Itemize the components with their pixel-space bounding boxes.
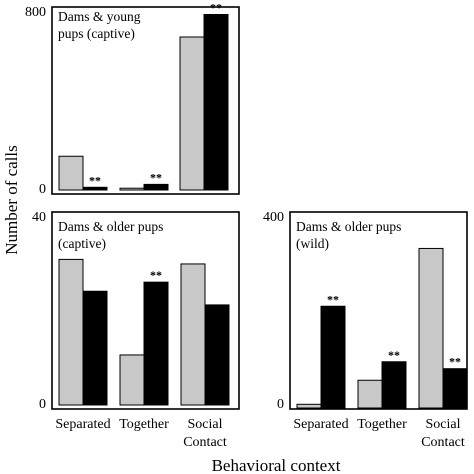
bar-black — [381, 361, 407, 409]
category-label: Separated — [293, 417, 348, 432]
x-axis-label: Behavioral context — [212, 456, 341, 474]
panel-title-line: Dams & young — [58, 9, 141, 24]
y-tick-label: 400 — [263, 210, 284, 225]
category-label: Contact — [183, 435, 227, 450]
panel-frame — [289, 211, 468, 410]
panel-frame — [51, 211, 240, 410]
y-tick-label: 0 — [277, 397, 284, 412]
y-tick-label: 800 — [25, 5, 46, 20]
significance-marker: ** — [210, 1, 222, 15]
bar-black — [203, 14, 229, 191]
bar-gray — [180, 263, 206, 406]
significance-marker: ** — [388, 348, 400, 362]
panel-3: Dams & older pups (wild) 400 0 ** Separated **… — [263, 210, 468, 450]
bar-black — [442, 368, 468, 409]
panel-frame — [51, 6, 240, 195]
category-label: Separated — [55, 417, 110, 432]
panel-title-line: Dams & older pups — [58, 219, 163, 234]
panel-title-line: (wild) — [296, 236, 329, 251]
significance-marker: ** — [89, 173, 101, 187]
y-axis-label: Number of calls — [2, 145, 21, 255]
bar-gray — [119, 187, 145, 191]
bar-black — [143, 281, 169, 406]
bar-black — [143, 183, 169, 191]
bar-gray — [357, 379, 383, 409]
significance-marker: ** — [150, 268, 162, 282]
y-tick-label: 0 — [39, 182, 46, 197]
panel-2: Dams & older pups (captive) 40 0 Separated **… — [32, 210, 240, 450]
category-label: Contact — [421, 435, 465, 450]
bar-gray — [119, 354, 145, 406]
category-label: Social — [426, 417, 461, 432]
y-tick-label: 0 — [39, 397, 46, 412]
significance-marker: ** — [150, 170, 162, 184]
bar-gray — [296, 403, 322, 409]
bar-gray — [58, 155, 84, 191]
panel-title-line: (captive) — [58, 236, 106, 251]
panel-1: Dams & young pups (captive) 800 0 ** ** ** — [25, 1, 240, 197]
bar-black — [320, 305, 346, 409]
bar-gray — [179, 36, 205, 191]
category-label: Social — [188, 417, 223, 432]
category-label: Together — [357, 417, 407, 432]
y-tick-label: 40 — [32, 210, 46, 225]
significance-marker: ** — [449, 355, 461, 369]
bar-black — [82, 290, 108, 406]
significance-marker: ** — [327, 292, 339, 306]
bar-black — [82, 186, 108, 191]
panel-title-line: pups (captive) — [58, 26, 135, 41]
bar-gray — [58, 258, 84, 406]
category-label: Together — [119, 417, 169, 432]
panel-title-line: Dams & older pups — [296, 219, 401, 234]
bar-gray — [418, 247, 444, 409]
bar-black — [204, 304, 230, 406]
